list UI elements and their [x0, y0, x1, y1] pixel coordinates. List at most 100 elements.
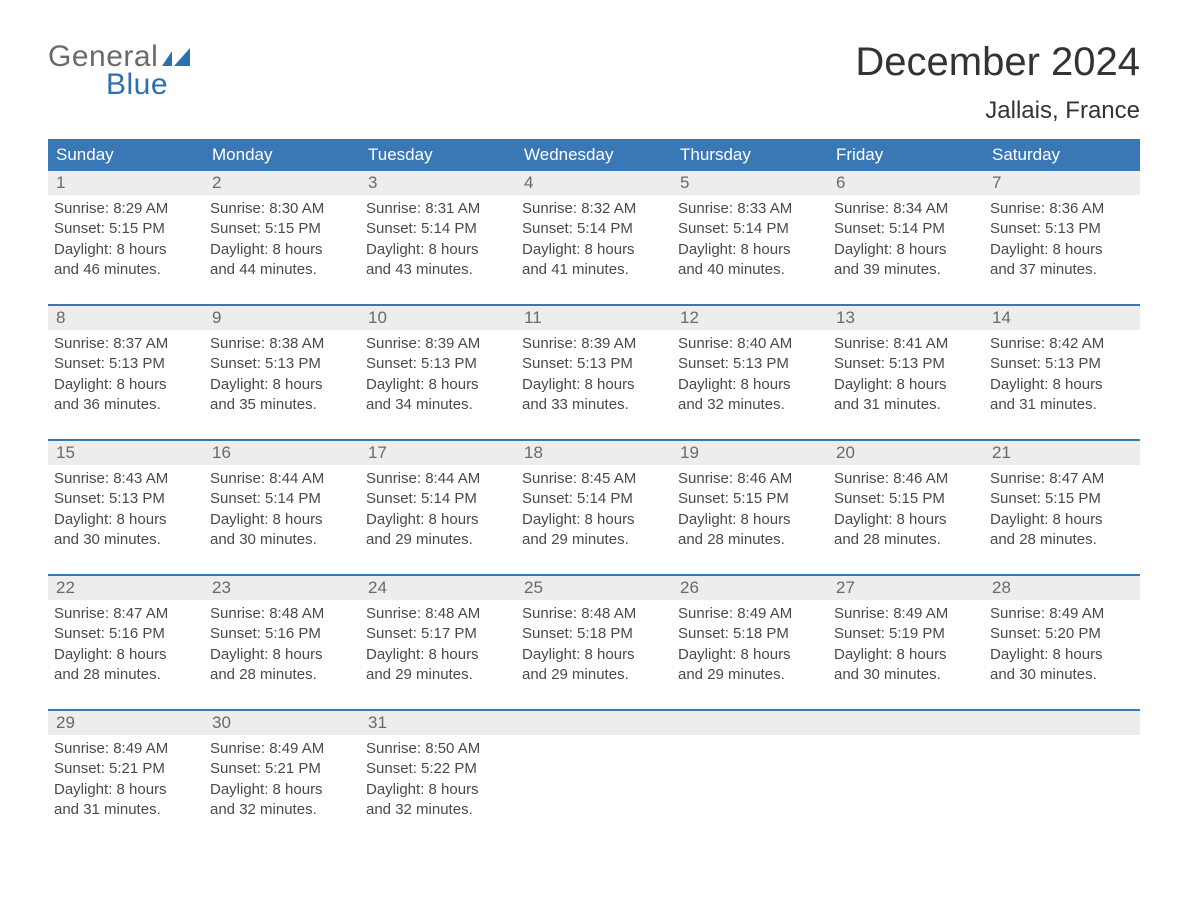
sunrise-line: Sunrise: 8:49 AM	[210, 739, 354, 759]
sunset-line: Sunset: 5:18 PM	[522, 624, 666, 644]
day-cell-empty	[516, 711, 672, 828]
weekday-saturday: Saturday	[984, 139, 1140, 171]
day-number: 27	[828, 576, 984, 600]
day-cell: 31Sunrise: 8:50 AMSunset: 5:22 PMDayligh…	[360, 711, 516, 828]
sunset-line: Sunset: 5:15 PM	[678, 489, 822, 509]
weeks-container: 1Sunrise: 8:29 AMSunset: 5:15 PMDaylight…	[48, 171, 1140, 828]
day-number: 11	[516, 306, 672, 330]
daylight-line: Daylight: 8 hoursand 28 minutes.	[210, 645, 354, 686]
sunrise-line: Sunrise: 8:47 AM	[54, 604, 198, 624]
sunset-line: Sunset: 5:15 PM	[54, 219, 198, 239]
sunset-line: Sunset: 5:14 PM	[210, 489, 354, 509]
sunrise-line: Sunrise: 8:38 AM	[210, 334, 354, 354]
day-number: 17	[360, 441, 516, 465]
day-number: 24	[360, 576, 516, 600]
weekday-header: SundayMondayTuesdayWednesdayThursdayFrid…	[48, 139, 1140, 171]
daylight-line: Daylight: 8 hoursand 29 minutes.	[366, 510, 510, 551]
day-body: Sunrise: 8:34 AMSunset: 5:14 PMDaylight:…	[828, 195, 984, 288]
sunrise-line: Sunrise: 8:29 AM	[54, 199, 198, 219]
sunset-line: Sunset: 5:13 PM	[54, 489, 198, 509]
day-cell: 22Sunrise: 8:47 AMSunset: 5:16 PMDayligh…	[48, 576, 204, 693]
daylight-line: Daylight: 8 hoursand 40 minutes.	[678, 240, 822, 281]
sunset-line: Sunset: 5:14 PM	[522, 489, 666, 509]
sunrise-line: Sunrise: 8:44 AM	[210, 469, 354, 489]
day-cell: 8Sunrise: 8:37 AMSunset: 5:13 PMDaylight…	[48, 306, 204, 423]
day-number: 28	[984, 576, 1140, 600]
day-cell: 29Sunrise: 8:49 AMSunset: 5:21 PMDayligh…	[48, 711, 204, 828]
sunrise-line: Sunrise: 8:46 AM	[834, 469, 978, 489]
day-number: 14	[984, 306, 1140, 330]
day-body: Sunrise: 8:45 AMSunset: 5:14 PMDaylight:…	[516, 465, 672, 558]
day-cell-empty	[984, 711, 1140, 828]
day-body: Sunrise: 8:44 AMSunset: 5:14 PMDaylight:…	[204, 465, 360, 558]
day-cell: 12Sunrise: 8:40 AMSunset: 5:13 PMDayligh…	[672, 306, 828, 423]
day-body: Sunrise: 8:39 AMSunset: 5:13 PMDaylight:…	[516, 330, 672, 423]
sunset-line: Sunset: 5:20 PM	[990, 624, 1134, 644]
day-body: Sunrise: 8:44 AMSunset: 5:14 PMDaylight:…	[360, 465, 516, 558]
daylight-line: Daylight: 8 hoursand 30 minutes.	[990, 645, 1134, 686]
day-number: 13	[828, 306, 984, 330]
day-number: 20	[828, 441, 984, 465]
day-number: 25	[516, 576, 672, 600]
sunrise-line: Sunrise: 8:48 AM	[366, 604, 510, 624]
sunrise-line: Sunrise: 8:43 AM	[54, 469, 198, 489]
weekday-monday: Monday	[204, 139, 360, 171]
sunset-line: Sunset: 5:21 PM	[210, 759, 354, 779]
daylight-line: Daylight: 8 hoursand 31 minutes.	[834, 375, 978, 416]
week-row: 15Sunrise: 8:43 AMSunset: 5:13 PMDayligh…	[48, 439, 1140, 558]
daylight-line: Daylight: 8 hoursand 28 minutes.	[54, 645, 198, 686]
weekday-tuesday: Tuesday	[360, 139, 516, 171]
day-cell: 20Sunrise: 8:46 AMSunset: 5:15 PMDayligh…	[828, 441, 984, 558]
day-body: Sunrise: 8:40 AMSunset: 5:13 PMDaylight:…	[672, 330, 828, 423]
day-body: Sunrise: 8:48 AMSunset: 5:17 PMDaylight:…	[360, 600, 516, 693]
week-row: 1Sunrise: 8:29 AMSunset: 5:15 PMDaylight…	[48, 171, 1140, 288]
daylight-line: Daylight: 8 hoursand 29 minutes.	[678, 645, 822, 686]
day-number: 12	[672, 306, 828, 330]
daylight-line: Daylight: 8 hoursand 46 minutes.	[54, 240, 198, 281]
day-cell: 3Sunrise: 8:31 AMSunset: 5:14 PMDaylight…	[360, 171, 516, 288]
day-cell-empty	[672, 711, 828, 828]
daylight-line: Daylight: 8 hoursand 44 minutes.	[210, 240, 354, 281]
day-number: 16	[204, 441, 360, 465]
sunrise-line: Sunrise: 8:42 AM	[990, 334, 1134, 354]
day-cell: 21Sunrise: 8:47 AMSunset: 5:15 PMDayligh…	[984, 441, 1140, 558]
sunset-line: Sunset: 5:22 PM	[366, 759, 510, 779]
day-number: 5	[672, 171, 828, 195]
day-body: Sunrise: 8:50 AMSunset: 5:22 PMDaylight:…	[360, 735, 516, 828]
daylight-line: Daylight: 8 hoursand 29 minutes.	[366, 645, 510, 686]
day-body: Sunrise: 8:46 AMSunset: 5:15 PMDaylight:…	[828, 465, 984, 558]
daylight-line: Daylight: 8 hoursand 37 minutes.	[990, 240, 1134, 281]
day-number	[828, 711, 984, 735]
day-number: 26	[672, 576, 828, 600]
sunrise-line: Sunrise: 8:48 AM	[522, 604, 666, 624]
day-body: Sunrise: 8:49 AMSunset: 5:18 PMDaylight:…	[672, 600, 828, 693]
daylight-line: Daylight: 8 hoursand 39 minutes.	[834, 240, 978, 281]
sunrise-line: Sunrise: 8:44 AM	[366, 469, 510, 489]
sunset-line: Sunset: 5:18 PM	[678, 624, 822, 644]
sunset-line: Sunset: 5:13 PM	[54, 354, 198, 374]
month-title: December 2024	[855, 40, 1140, 85]
day-number: 10	[360, 306, 516, 330]
day-number: 29	[48, 711, 204, 735]
day-body: Sunrise: 8:38 AMSunset: 5:13 PMDaylight:…	[204, 330, 360, 423]
sunrise-line: Sunrise: 8:34 AM	[834, 199, 978, 219]
day-cell: 10Sunrise: 8:39 AMSunset: 5:13 PMDayligh…	[360, 306, 516, 423]
daylight-line: Daylight: 8 hoursand 28 minutes.	[678, 510, 822, 551]
daylight-line: Daylight: 8 hoursand 36 minutes.	[54, 375, 198, 416]
day-body: Sunrise: 8:48 AMSunset: 5:18 PMDaylight:…	[516, 600, 672, 693]
sunset-line: Sunset: 5:19 PM	[834, 624, 978, 644]
day-cell: 9Sunrise: 8:38 AMSunset: 5:13 PMDaylight…	[204, 306, 360, 423]
day-body: Sunrise: 8:47 AMSunset: 5:16 PMDaylight:…	[48, 600, 204, 693]
day-number	[984, 711, 1140, 735]
sunrise-line: Sunrise: 8:30 AM	[210, 199, 354, 219]
sunset-line: Sunset: 5:17 PM	[366, 624, 510, 644]
day-number: 8	[48, 306, 204, 330]
day-body: Sunrise: 8:32 AMSunset: 5:14 PMDaylight:…	[516, 195, 672, 288]
weekday-thursday: Thursday	[672, 139, 828, 171]
day-number: 4	[516, 171, 672, 195]
day-cell: 24Sunrise: 8:48 AMSunset: 5:17 PMDayligh…	[360, 576, 516, 693]
sunrise-line: Sunrise: 8:49 AM	[834, 604, 978, 624]
sunrise-line: Sunrise: 8:50 AM	[366, 739, 510, 759]
daylight-line: Daylight: 8 hoursand 31 minutes.	[990, 375, 1134, 416]
day-body: Sunrise: 8:49 AMSunset: 5:20 PMDaylight:…	[984, 600, 1140, 693]
